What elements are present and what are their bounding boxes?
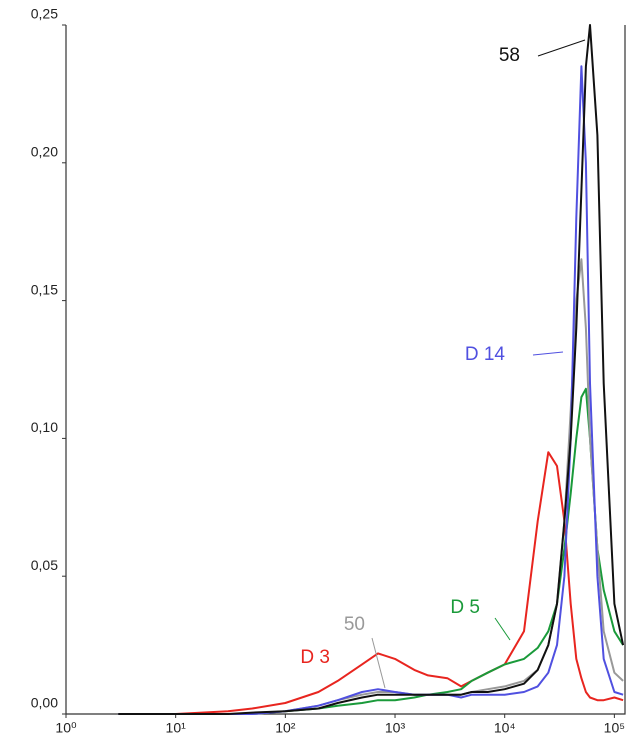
y-tick-label: 0,05 [31, 557, 58, 573]
y-tick-label: 0,15 [31, 281, 58, 297]
x-tick-label: 10⁰ [55, 720, 77, 736]
series-label: D 14 [465, 344, 506, 365]
x-tick-label: 10⁵ [604, 720, 625, 736]
y-tick-label: 0,20 [31, 144, 58, 160]
annotation-leader [371, 637, 386, 689]
x-tick-label: 10³ [385, 720, 406, 736]
x-tick-label: 10¹ [166, 720, 187, 736]
y-tick-label: 0,25 [31, 6, 58, 22]
y-tick-label: 0,10 [31, 419, 58, 435]
series-line [118, 24, 625, 715]
axis-frame [65, 25, 626, 715]
series-label: D 5 [450, 597, 480, 618]
annotation-leader [494, 617, 511, 641]
series-label: 50 [344, 614, 365, 635]
annotation-leader [537, 39, 586, 57]
y-tick-label: 0,00 [31, 695, 58, 711]
series-label: D 3 [300, 647, 330, 668]
x-tick-label: 10⁴ [494, 720, 516, 736]
series-line [118, 65, 624, 715]
x-tick-label: 10² [275, 720, 296, 736]
series-line [118, 387, 624, 715]
series-label: 58 [499, 45, 520, 66]
annotation-leader [532, 351, 564, 356]
